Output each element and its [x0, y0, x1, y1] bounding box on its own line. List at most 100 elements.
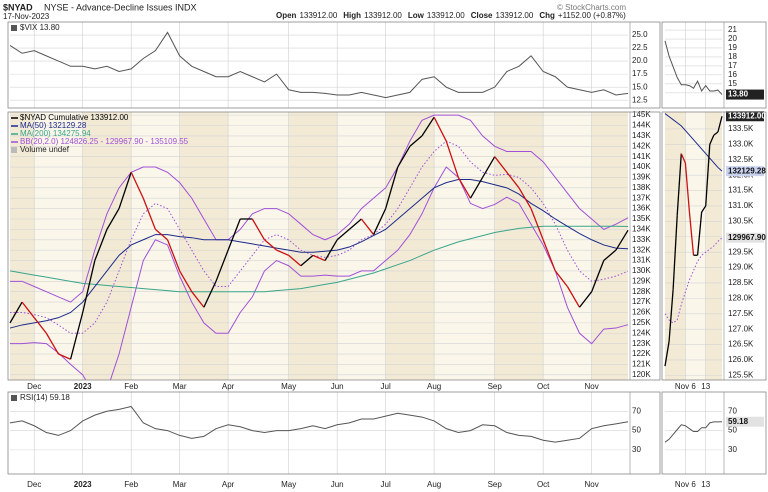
price-segment	[215, 249, 229, 282]
end-tag-label: 132129.28	[728, 166, 766, 175]
x-tick-label: Jul	[381, 480, 391, 489]
price-segment	[336, 228, 350, 241]
price-segment	[372, 208, 387, 235]
price-segment	[688, 212, 695, 256]
price-segment	[701, 205, 707, 213]
y-tick-label: 70	[728, 406, 737, 415]
quote-value: 133912.00	[496, 11, 534, 20]
quote-label: Open	[276, 11, 297, 20]
x-tick-label: Jun	[331, 382, 344, 391]
y-tick-label: 17	[728, 61, 737, 70]
series-line	[664, 421, 723, 443]
price-segment	[469, 177, 484, 199]
y-tick-label: 132.5K	[728, 155, 754, 164]
x-tick-label: Mar	[173, 480, 187, 489]
x-tick-label: Sep	[488, 382, 503, 391]
y-tick-label: 20	[728, 34, 737, 43]
y-tick-label: 140K	[632, 162, 651, 171]
quote-label: Low	[408, 11, 425, 20]
end-tag-label: 129967.90	[728, 233, 766, 242]
y-tick-label: 16	[728, 70, 737, 79]
y-tick-label: 145K	[632, 110, 651, 119]
end-tag	[726, 111, 764, 122]
y-tick-label: 133.0K	[728, 139, 754, 148]
price-segment	[409, 135, 423, 147]
price-segment	[591, 260, 605, 292]
y-tick-label: 129.5K	[728, 247, 754, 256]
y-tick-label: 127K	[632, 297, 651, 306]
series-layer	[9, 405, 629, 443]
price-segment	[58, 353, 71, 360]
month-stripe	[179, 112, 229, 380]
y-tick-label: 137K	[632, 193, 651, 202]
y-tick-label: 132K	[632, 245, 651, 254]
title-swatch	[11, 25, 17, 31]
price-segment	[348, 218, 362, 230]
y-tick-label: 12.5	[632, 95, 648, 104]
price-segment	[482, 156, 496, 178]
price-segment	[191, 291, 205, 308]
panel-frame	[7, 391, 661, 475]
series-layer	[664, 421, 723, 443]
y-tick-label: 30	[632, 445, 641, 454]
price-segment	[227, 218, 241, 251]
price-segment	[324, 239, 338, 261]
price-segment	[360, 218, 375, 235]
price-segment	[709, 134, 715, 145]
y-tick-label: 131.0K	[728, 201, 754, 210]
y-tick-label: 123K	[632, 339, 651, 348]
x-tick-label: Jul	[381, 382, 391, 391]
price-segment	[21, 301, 35, 319]
month-stripe	[434, 112, 495, 380]
x-tick-label: 13	[701, 382, 710, 391]
x-tick-label: Feb	[124, 382, 138, 391]
y-tick-label: 131.5K	[728, 186, 754, 195]
panel-frame	[661, 111, 767, 381]
x-tick-label: May	[281, 480, 296, 489]
y-tick-label: 125.5K	[728, 370, 754, 379]
end-tag-label: 59.18	[728, 417, 749, 426]
month-stripe	[685, 112, 706, 380]
y-tick-label: 126.0K	[728, 355, 754, 364]
x-tick-label: Dec	[27, 382, 41, 391]
panel-background	[8, 392, 660, 474]
y-tick-label: 15.0	[632, 82, 648, 91]
y-tick-label: 17.5	[632, 69, 648, 78]
x-tick-label: Apr	[222, 480, 235, 489]
price-segment	[118, 172, 132, 209]
y-tick-label: 128.5K	[728, 278, 754, 287]
legend-entry: BB(20,2.0) 124826.25 - 129967.90 - 13510…	[20, 137, 189, 146]
y-tick-label: 130.5K	[728, 216, 754, 225]
price-segment	[506, 171, 520, 189]
y-tick-label: 120K	[632, 370, 651, 379]
series-line	[664, 237, 723, 324]
x-tick-label: May	[281, 382, 296, 391]
price-segment	[106, 208, 120, 230]
price-segment	[166, 239, 181, 272]
y-tick-label: 129.0K	[728, 263, 754, 272]
series-layer	[664, 113, 723, 367]
y-tick-label: 133K	[632, 235, 651, 244]
end-tag-label: 133912.00	[728, 111, 766, 120]
price-segment	[94, 229, 108, 261]
legend-entry: MA(200) 134275.94	[20, 129, 91, 138]
series-layer	[9, 114, 629, 380]
panel-frame	[661, 391, 767, 475]
month-stripe	[591, 112, 628, 380]
y-tick-label: 30	[728, 445, 737, 454]
end-tag	[726, 89, 764, 100]
x-tick-label: Nov 6	[675, 480, 696, 489]
month-stripe	[228, 112, 289, 380]
price-segment	[494, 156, 508, 173]
price-segment	[154, 228, 168, 241]
panel-background	[8, 22, 660, 108]
month-stripe	[131, 112, 180, 380]
x-tick-label: Aug	[427, 480, 441, 489]
x-tick-label: Oct	[537, 382, 550, 391]
month-stripe	[337, 112, 386, 380]
quote-value: 133912.00	[299, 11, 337, 20]
price-segment	[385, 166, 399, 209]
panel-frame	[661, 21, 767, 109]
series-layer	[9, 31, 629, 99]
y-tick-label: 142K	[632, 141, 651, 150]
